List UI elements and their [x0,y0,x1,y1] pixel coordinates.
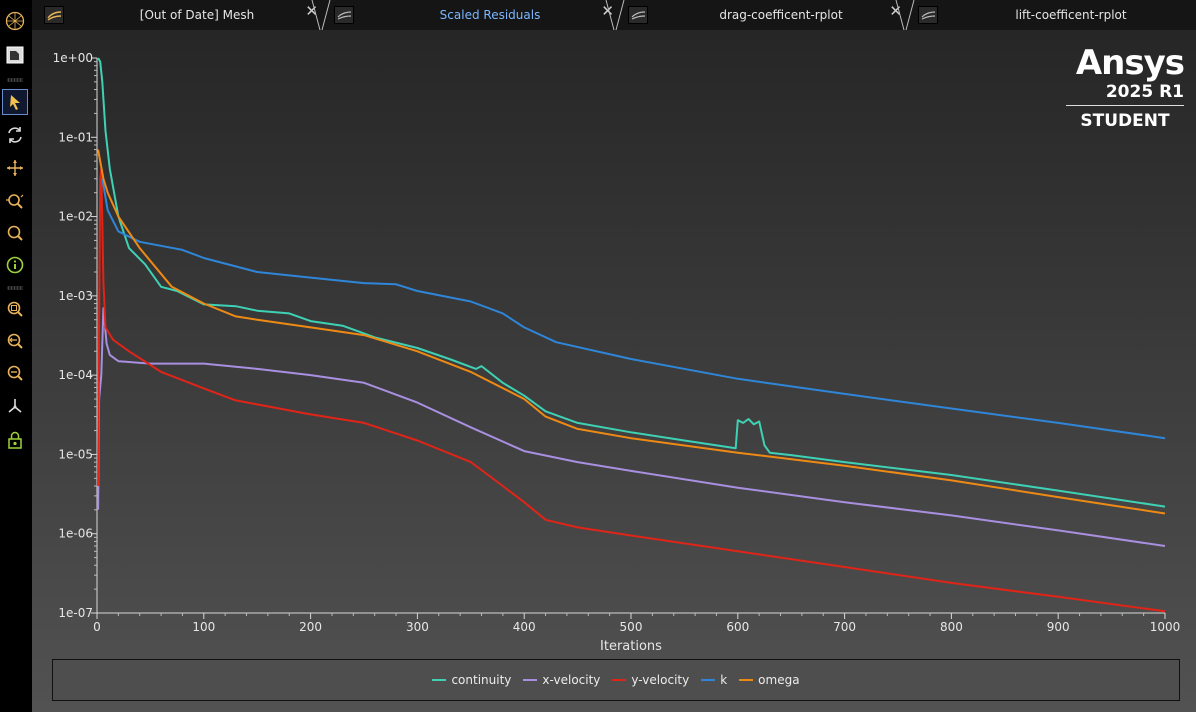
brand-edition: STUDENT [1080,111,1170,131]
legend-swatch [701,679,716,681]
tab-separator [605,0,625,30]
x-tick-label: 300 [406,620,429,634]
legend-swatch [612,679,627,681]
y-tick-label: 1e-07 [58,606,93,620]
legend-item-k[interactable]: k [701,673,727,687]
tab-separator [895,0,915,30]
zoom-out-icon[interactable] [2,360,28,386]
legend-swatch [739,679,754,681]
close-icon[interactable]: ✕ [889,2,902,20]
x-tick-label: 400 [513,620,536,634]
toolbar-grip [7,286,23,290]
plot-view-icon [334,6,354,24]
x-tick-label: 900 [1047,620,1070,634]
fit-to-window-icon[interactable] [2,296,28,322]
brand-release: 2025 R1 [1105,82,1184,102]
tab-label: drag-coefficent-rplot [719,8,843,22]
residuals-plot-area: 1e-07 1e-06 1e-05 1e-04 1e-03 1e-02 1e-01 1e+00… [32,30,1196,712]
series-line-continuity [97,57,1166,508]
legend-swatch [432,679,447,681]
plot-view-icon [918,6,938,24]
rotate-icon[interactable] [2,122,28,148]
y-tick-label: 1e-04 [58,368,93,382]
legend-item-omega[interactable]: omega [739,673,800,687]
y-tick-label: 1e-02 [58,210,93,224]
close-icon[interactable]: ✕ [601,2,614,20]
x-axis-label: Iterations [600,639,662,654]
legend-item-continuity[interactable]: continuity [432,673,511,687]
mesh-view-icon [44,6,64,24]
x-tick-label: 100 [192,620,215,634]
zoom-in-icon[interactable] [2,328,28,354]
tab-lift-coefficent-rplot[interactable]: lift-coefficent-rplot [906,0,1196,30]
series-line-x-velocity [97,307,1166,547]
series-line-omega [97,149,1166,515]
pan-icon[interactable] [2,155,28,181]
ansys-logo: Ansys 2025 R1 STUDENT [1066,43,1185,131]
display-options-icon[interactable] [2,42,28,68]
tab-label: [Out of Date] Mesh [139,8,255,22]
x-tick-label: 800 [940,620,963,634]
y-tick-label: 1e+00 [53,51,93,65]
zoom-box-icon[interactable] [2,188,28,214]
y-tick-label: 1e-06 [58,527,93,541]
axes-orientation-icon[interactable] [2,393,28,419]
brand-name: Ansys [1075,43,1185,83]
tab-label: lift-coefficent-rplot [1015,8,1127,22]
tab-scaled-residuals[interactable]: Scaled Residuals ✕ [322,0,618,30]
legend-label: k [720,673,728,687]
x-tick-label: 600 [726,620,749,634]
toolbar-grip [7,78,23,82]
y-tick-label: 1e-01 [58,130,93,144]
x-tick-label: 500 [620,620,643,634]
legend-label: continuity [451,673,512,687]
x-tick-label: 1000 [1150,620,1181,634]
view-lock-icon[interactable] [2,427,28,453]
residuals-chart: 1e-07 1e-06 1e-05 1e-04 1e-03 1e-02 1e-01 1e+00… [53,51,1181,654]
legend-swatch [523,679,538,681]
x-tick-label: 0 [93,620,101,634]
legend-item-x-velocity[interactable]: x-velocity [523,673,600,687]
tab-drag-coefficent-rplot[interactable]: drag-coefficent-rplot ✕ [616,0,906,30]
series-line-y-velocity [97,167,1166,613]
select-icon[interactable] [2,89,28,115]
y-tick-label: 1e-03 [58,289,93,303]
zoom-icon[interactable] [2,220,28,246]
mesh-display-icon[interactable] [2,8,28,34]
probe-info-icon[interactable] [2,252,28,278]
y-tick-label: 1e-05 [58,447,93,461]
chart-legend: continuity x-velocity y-velocity k omega [52,659,1180,701]
series-line-k [101,178,1166,440]
x-tick-label: 700 [833,620,856,634]
plot-tab-bar: [Out of Date] Mesh ✕ Scaled Residuals ✕ … [32,0,1196,30]
plot-view-icon [628,6,648,24]
close-icon[interactable]: ✕ [305,2,318,20]
legend-label: x-velocity [542,673,601,687]
tab-mesh[interactable]: [Out of Date] Mesh ✕ [32,0,322,30]
legend-label: omega [758,673,800,687]
x-tick-label: 200 [299,620,322,634]
tab-separator [311,0,331,30]
legend-item-y-velocity[interactable]: y-velocity [612,673,689,687]
tab-label: Scaled Residuals [439,8,541,22]
graphics-toolbar [0,0,32,712]
legend-label: y-velocity [631,673,690,687]
